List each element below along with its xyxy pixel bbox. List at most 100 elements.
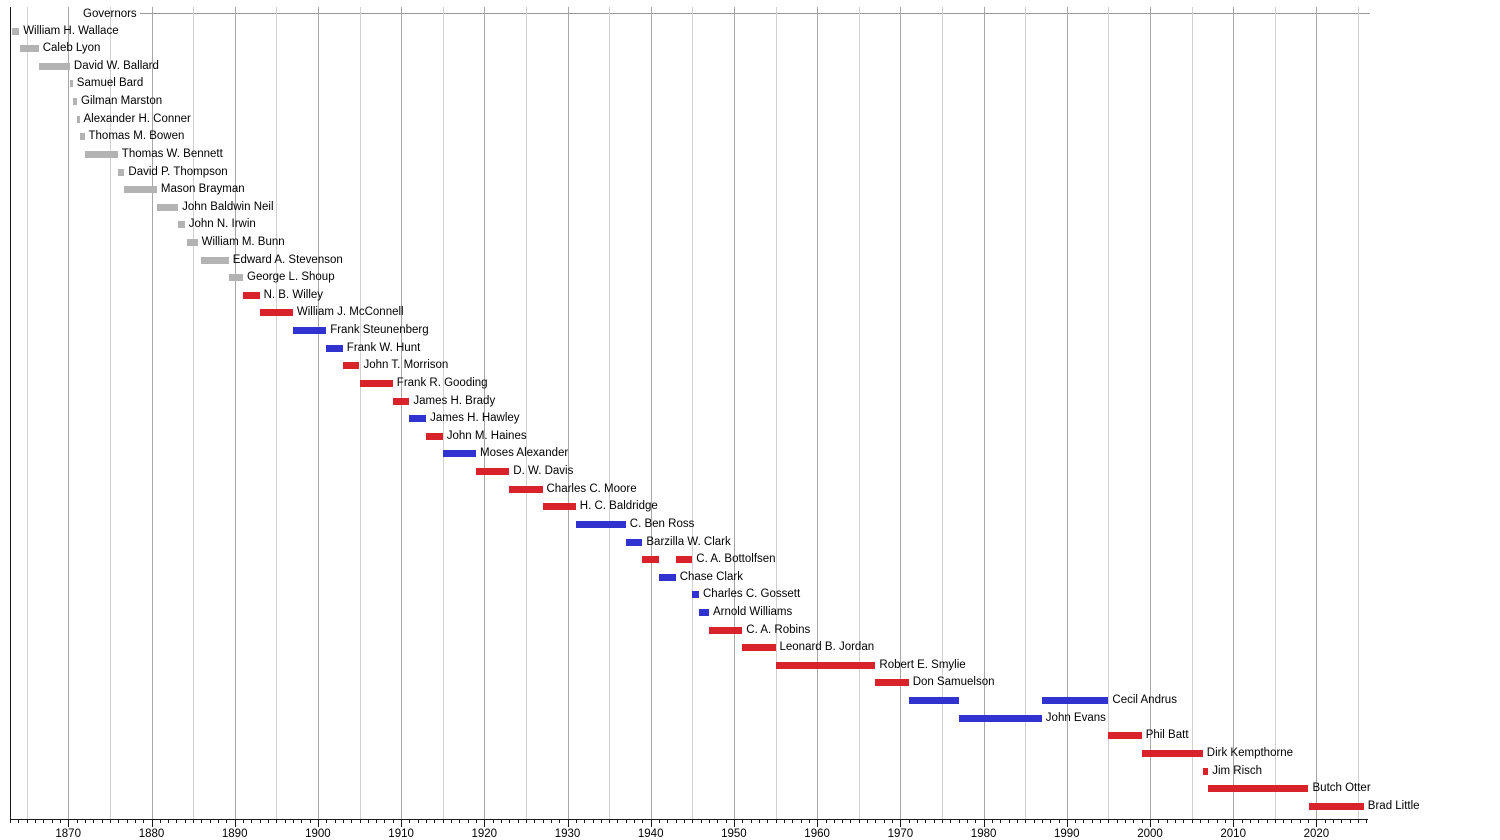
term-bar-john-t-morrison[interactable] [342,362,360,370]
axis-tick-1874 [101,819,103,823]
term-bar-edward-a-stevenson[interactable] [201,256,229,264]
term-bar-barzilla-w-clark[interactable] [625,538,643,546]
governor-label-c-ben-ross[interactable]: C. Ben Ross [629,517,695,530]
term-bar-cecil-andrus-2[interactable] [1041,697,1109,705]
governor-label-john-baldwin-neil[interactable]: John Baldwin Neil [182,200,274,213]
axis-tick-1901 [326,819,328,823]
governor-label-h-c-baldridge[interactable]: H. C. Baldridge [579,500,658,513]
term-bar-frank-r-gooding[interactable] [359,379,393,387]
term-bar-c-a-robins[interactable] [709,626,743,634]
term-bar-james-h-brady[interactable] [392,397,410,405]
term-bar-charles-c-moore[interactable] [509,485,543,493]
term-bar-chase-clark[interactable] [659,573,676,581]
governor-label-cecil-andrus[interactable]: Cecil Andrus [1112,694,1177,707]
term-bar-john-n-irwin[interactable] [178,221,185,229]
governor-label-william-h-wallace[interactable]: William H. Wallace [23,24,119,37]
axis-tick-1981 [991,819,993,823]
governor-label-thomas-w-bennett[interactable]: Thomas W. Bennett [121,147,223,160]
governor-label-william-m-bunn[interactable]: William M. Bunn [201,235,285,248]
governor-label-charles-c-gossett[interactable]: Charles C. Gossett [703,588,801,601]
governor-label-c-a-bottolfsen[interactable]: C. A. Bottolfsen [696,553,776,566]
governor-label-john-m-haines[interactable]: John M. Haines [446,429,527,442]
governor-label-jim-risch[interactable]: Jim Risch [1212,764,1263,777]
term-bar-samuel-bard[interactable] [70,80,73,88]
term-bar-frank-steunenberg[interactable] [292,327,327,334]
term-bar-phil-batt[interactable] [1108,732,1142,740]
term-bar-don-samuelson[interactable] [875,679,909,687]
governor-label-alexander-h-conner[interactable]: Alexander H. Conner [83,112,191,125]
term-bar-jim-risch[interactable] [1202,767,1209,775]
axis-tick-1878 [134,819,136,823]
governor-label-john-evans[interactable]: John Evans [1045,711,1106,724]
governor-label-john-t-morrison[interactable]: John T. Morrison [363,359,449,372]
axis-tick-1994 [1100,819,1102,823]
term-bar-c-a-bottolfsen-2[interactable] [675,556,693,564]
governor-label-george-l-shoup[interactable]: George L. Shoup [247,271,335,284]
term-bar-arnold-williams[interactable] [699,609,709,616]
governor-label-brad-little[interactable]: Brad Little [1367,799,1420,812]
term-bar-james-h-hawley[interactable] [409,415,426,423]
term-bar-alexander-h-conner[interactable] [77,115,80,123]
term-bar-c-ben-ross[interactable] [575,520,626,528]
governor-label-d-w-davis[interactable]: D. W. Davis [513,465,574,477]
term-bar-thomas-m-bowen[interactable] [79,133,85,141]
governor-label-caleb-lyon[interactable]: Caleb Lyon [42,42,101,55]
term-bar-thomas-w-bennett[interactable] [84,150,118,158]
term-bar-c-a-bottolfsen-1[interactable] [642,556,659,564]
term-bar-butch-otter[interactable] [1208,785,1309,793]
term-bar-john-baldwin-neil[interactable] [156,203,179,211]
axis-tick-1966 [867,819,869,823]
governor-label-mason-brayman[interactable]: Mason Brayman [160,183,245,196]
governor-label-edward-a-stevenson[interactable]: Edward A. Stevenson [232,253,343,266]
governor-label-james-h-brady[interactable]: James H. Brady [413,394,496,407]
governor-label-gilman-marston[interactable]: Gilman Marston [81,95,163,107]
axis-tick-1996 [1116,819,1118,823]
governor-label-dirk-kempthorne[interactable]: Dirk Kempthorne [1206,746,1294,759]
term-bar-robert-e-smylie[interactable] [775,661,876,669]
governor-label-charles-c-moore[interactable]: Charles C. Moore [546,482,637,495]
term-bar-john-evans[interactable] [958,714,1042,722]
term-bar-moses-alexander[interactable] [442,450,476,458]
governor-label-butch-otter[interactable]: Butch Otter [1312,782,1371,795]
term-bar-charles-c-gossett[interactable] [692,591,699,599]
term-bar-frank-w-hunt[interactable] [326,344,343,352]
governor-label-david-w-ballard[interactable]: David W. Ballard [73,59,159,72]
governor-label-moses-alexander[interactable]: Moses Alexander [480,447,569,460]
governor-label-robert-e-smylie[interactable]: Robert E. Smylie [879,658,966,671]
term-bar-leonard-b-jordan[interactable] [742,644,776,652]
axis-tick-1953 [758,819,760,823]
governor-label-barzilla-w-clark[interactable]: Barzilla W. Clark [646,535,731,548]
governor-label-david-p-thompson[interactable]: David P. Thompson [128,165,228,178]
governor-label-arnold-williams[interactable]: Arnold Williams [713,606,793,618]
term-bar-william-j-mcconnell[interactable] [259,309,293,317]
governor-label-james-h-hawley[interactable]: James H. Hawley [430,412,520,425]
governor-label-n-b-willey[interactable]: N. B. Willey [263,288,324,301]
term-bar-dirk-kempthorne[interactable] [1141,749,1203,757]
term-bar-mason-brayman[interactable] [124,186,157,194]
term-bar-caleb-lyon[interactable] [19,45,39,53]
term-bar-william-m-bunn[interactable] [186,238,198,246]
governor-label-chase-clark[interactable]: Chase Clark [679,570,743,583]
term-bar-george-l-shoup[interactable] [228,274,243,282]
term-bar-cecil-andrus-1[interactable] [908,697,959,705]
term-bar-john-m-haines[interactable] [426,432,443,440]
term-bar-d-w-davis[interactable] [476,468,510,475]
term-bar-david-p-thompson[interactable] [117,168,125,176]
governor-label-don-samuelson[interactable]: Don Samuelson [912,676,995,689]
governor-label-thomas-m-bowen[interactable]: Thomas M. Bowen [88,130,185,143]
term-bar-brad-little[interactable] [1308,802,1364,810]
term-bar-david-w-ballard[interactable] [38,62,70,70]
term-bar-h-c-baldridge[interactable] [542,503,576,511]
term-bar-gilman-marston[interactable] [72,98,77,105]
governor-label-frank-w-hunt[interactable]: Frank W. Hunt [346,341,421,354]
governor-label-frank-steunenberg[interactable]: Frank Steunenberg [330,324,429,336]
governor-label-samuel-bard[interactable]: Samuel Bard [76,77,144,90]
term-bar-n-b-willey[interactable] [243,291,260,299]
governor-label-phil-batt[interactable]: Phil Batt [1145,729,1189,742]
governor-label-leonard-b-jordan[interactable]: Leonard B. Jordan [779,641,875,654]
term-bar-william-h-wallace[interactable] [12,27,20,35]
governor-label-john-n-irwin[interactable]: John N. Irwin [188,218,256,231]
governor-label-william-j-mcconnell[interactable]: William J. McConnell [296,306,404,319]
governor-label-c-a-robins[interactable]: C. A. Robins [746,623,811,636]
governor-label-frank-r-gooding[interactable]: Frank R. Gooding [396,376,488,389]
